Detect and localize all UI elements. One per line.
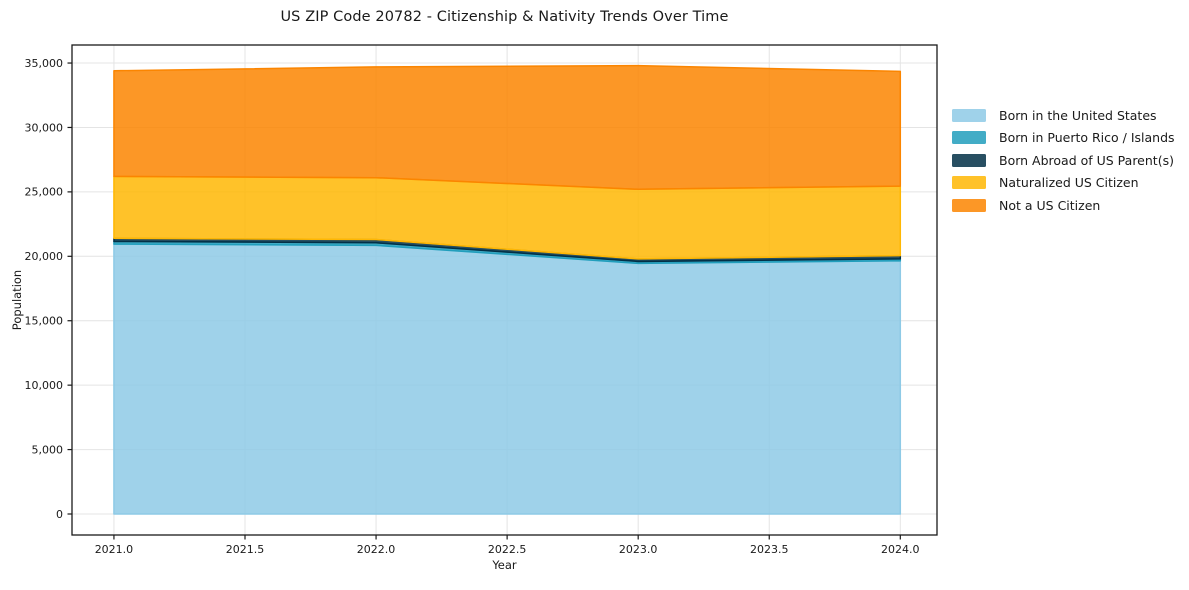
legend-swatch-puerto-rico bbox=[952, 131, 986, 145]
y-tick-label: 35,000 bbox=[25, 57, 64, 70]
legend: Born in the United States Born in Puerto… bbox=[952, 104, 1175, 217]
legend-item: Not a US Citizen bbox=[952, 194, 1175, 217]
chart-title: US ZIP Code 20782 - Citizenship & Nativi… bbox=[280, 9, 729, 25]
y-tick-label: 10,000 bbox=[25, 379, 64, 392]
legend-swatch-naturalized bbox=[952, 176, 986, 190]
legend-swatch-born-abroad bbox=[952, 153, 986, 167]
legend-label: Born Abroad of US Parent(s) bbox=[999, 152, 1174, 168]
y-tick-label: 25,000 bbox=[25, 186, 64, 199]
legend-item: Born in the United States bbox=[952, 104, 1175, 127]
y-tick-label: 5,000 bbox=[32, 443, 64, 456]
y-tick-label: 15,000 bbox=[25, 315, 64, 328]
legend-label: Not a US Citizen bbox=[999, 197, 1101, 213]
x-tick-label: 2021.0 bbox=[95, 543, 134, 556]
x-tick-label: 2024.0 bbox=[881, 543, 920, 556]
x-tick-label: 2022.5 bbox=[488, 543, 527, 556]
legend-item: Born Abroad of US Parent(s) bbox=[952, 149, 1175, 172]
y-tick-label: 0 bbox=[56, 508, 63, 521]
legend-item: Born in Puerto Rico / Islands bbox=[952, 127, 1175, 150]
y-tick-label: 30,000 bbox=[25, 121, 64, 134]
legend-item: Naturalized US Citizen bbox=[952, 172, 1175, 195]
y-axis-label: Population bbox=[10, 269, 24, 331]
plot-border bbox=[71, 44, 938, 536]
legend-label: Born in Puerto Rico / Islands bbox=[999, 130, 1175, 146]
legend-label: Naturalized US Citizen bbox=[999, 175, 1139, 191]
area-series-4 bbox=[113, 64, 902, 191]
legend-label: Born in the United States bbox=[999, 107, 1157, 123]
legend-swatch-not-citizen bbox=[952, 198, 986, 212]
legend-swatch-born-in-us bbox=[952, 108, 986, 122]
y-tick-label: 20,000 bbox=[25, 250, 64, 263]
area-series-group bbox=[113, 64, 902, 515]
x-axis-label: Year bbox=[492, 558, 517, 572]
x-tick-label: 2021.5 bbox=[226, 543, 265, 556]
axis-ticks: 2021.0 2021.5 2022.0 2022.5 2023.0 2023.5 2024… bbox=[25, 57, 920, 556]
x-tick-label: 2023.0 bbox=[619, 543, 658, 556]
x-tick-label: 2022.0 bbox=[357, 543, 396, 556]
area-series-0 bbox=[113, 243, 902, 515]
x-tick-label: 2023.5 bbox=[750, 543, 789, 556]
